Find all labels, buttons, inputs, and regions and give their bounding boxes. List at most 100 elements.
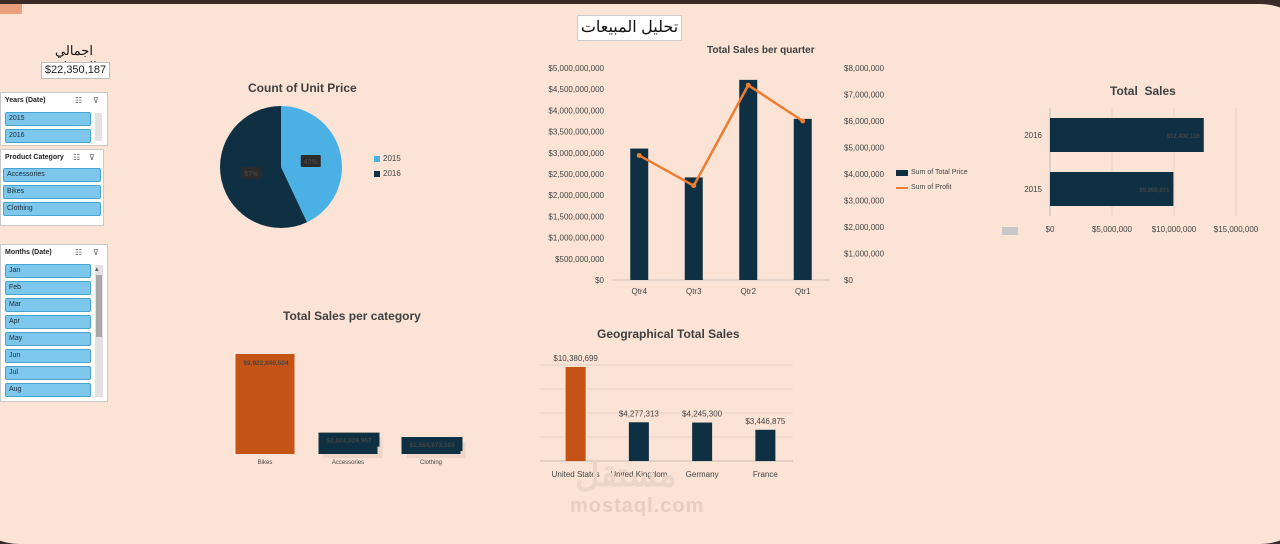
- pie-legend-label: 2015: [383, 154, 401, 163]
- right-axis-tick-label: $2,000,000: [844, 223, 885, 232]
- left-axis-tick-label: $0: [595, 276, 604, 285]
- quarter-x-tick-label: Qtr3: [686, 287, 702, 296]
- slicer-category-item-clothing[interactable]: Clothing: [3, 202, 101, 216]
- clear-filter-icon[interactable]: ⊽: [93, 96, 99, 105]
- right-axis-tick-label: $0: [844, 276, 853, 285]
- total-data-label: $12,400,116: [1167, 134, 1201, 140]
- slicer-months-item-mar[interactable]: Mar: [5, 298, 91, 312]
- left-axis-tick-label: $2,000,000,000: [548, 191, 604, 200]
- geo-x-tick-label: United Kingdom: [610, 470, 667, 479]
- geo-bar: [755, 429, 776, 461]
- geo-bar: [565, 367, 586, 461]
- clear-filter-icon[interactable]: ⊽: [93, 248, 99, 257]
- left-axis-tick-label: $4,000,000,000: [548, 106, 604, 115]
- watermark-latin: mostaql.com: [570, 495, 705, 517]
- slicer-years-title: Years (Date): [5, 97, 46, 104]
- pie-legend-label: 2016: [383, 169, 401, 178]
- slicer-months-item-jan[interactable]: Jan: [5, 264, 91, 278]
- slicer-months-item-may[interactable]: May: [5, 332, 91, 346]
- clear-filter-icon[interactable]: ⊽: [89, 153, 95, 162]
- pie-legend: 2015 2016: [374, 151, 401, 181]
- category-bar-chart: $9,922,840,504 Bikes $2,024,029,967 Accesso…: [235, 354, 466, 466]
- slicer-category-item-accessories[interactable]: Accessories: [3, 168, 101, 182]
- quarter-legend-item: Sum of Total Price: [896, 165, 968, 180]
- pie-legend-item: 2016: [374, 166, 401, 181]
- total-x-tick-label: $5,000,000: [1092, 225, 1133, 234]
- scroll-up-icon[interactable]: ▴: [95, 266, 99, 273]
- geo-x-tick-label: United States: [552, 470, 600, 479]
- pie-slice: [220, 106, 307, 228]
- total-sales-bar-chart: $0 $5,000,000 $10,000,000 $15,000,000 2016 $1…: [1024, 108, 1259, 234]
- slicer-category-item-bikes[interactable]: Bikes: [3, 185, 101, 199]
- profit-point: [800, 118, 806, 124]
- geo-chart-title: Geographical Total Sales: [597, 327, 740, 341]
- quarter-legend-label: Sum of Profit: [911, 184, 952, 191]
- left-axis-tick-label: $1,500,000,000: [548, 212, 604, 221]
- slicer-months-item-feb[interactable]: Feb: [5, 281, 91, 295]
- total-y-tick-label: 2015: [1024, 185, 1042, 194]
- quarter-legend: Sum of Total Price Sum of Profit: [896, 165, 968, 195]
- multi-select-icon[interactable]: ☷: [75, 96, 83, 105]
- legend-swatch: [896, 186, 908, 189]
- slicer-years-scrollbar[interactable]: [95, 113, 102, 141]
- slicer-months[interactable]: Months (Date) ☷ ⊽ Jan Feb Mar Apr May Ju…: [0, 244, 108, 402]
- zoom-buttons[interactable]: [1002, 227, 1018, 235]
- quarter-legend-item: Sum of Profit: [896, 180, 968, 195]
- category-data-label: $9,922,840,504: [243, 360, 289, 367]
- legend-swatch: [896, 169, 908, 176]
- pie-legend-item: 2015: [374, 151, 401, 166]
- quarter-x-tick-label: Qtr1: [795, 287, 811, 296]
- multi-select-icon[interactable]: ☷: [73, 153, 81, 162]
- quarter-x-tick-label: Qtr2: [740, 287, 756, 296]
- geo-data-label: $4,277,313: [619, 409, 660, 418]
- category-data-label-bg: [401, 437, 463, 452]
- profit-point: [745, 82, 751, 88]
- quarter-legend-label: Sum of Total Price: [911, 169, 968, 176]
- geo-bar-chart: $10,380,699 United States $4,277,313 United…: [540, 354, 793, 479]
- quarter-chart-title: Total Sales ber quarter: [707, 45, 815, 56]
- total-y-tick-label: 2016: [1024, 131, 1042, 140]
- category-data-label-bg: [318, 432, 380, 447]
- slicer-months-item-jul[interactable]: Jul: [5, 366, 91, 380]
- slicer-years[interactable]: Years (Date) ☷ ⊽ 2015 2016: [0, 92, 108, 146]
- category-bar: [235, 354, 295, 454]
- right-axis-tick-label: $4,000,000: [844, 170, 885, 179]
- geo-x-tick-label: France: [753, 470, 778, 479]
- left-axis-tick-label: $2,500,000,000: [548, 170, 604, 179]
- slicer-years-item-2016[interactable]: 2016: [5, 129, 91, 143]
- slicer-category[interactable]: Product Category ☷ ⊽ Accessories Bikes C…: [0, 149, 104, 226]
- total-x-tick-label: $15,000,000: [1214, 225, 1259, 234]
- slicer-months-item-apr[interactable]: Apr: [5, 315, 91, 329]
- total-bar: [1050, 118, 1204, 152]
- left-axis-tick-label: $5,000,000,000: [548, 64, 604, 73]
- quarter-x-tick-label: Qtr4: [631, 287, 647, 296]
- category-x-tick-label: Accessories: [332, 460, 364, 466]
- category-x-tick-label: Bikes: [258, 460, 273, 466]
- geo-x-tick-label: Germany: [686, 470, 719, 479]
- sheet-tab-marker: [0, 4, 22, 14]
- geo-data-label: $4,245,300: [682, 410, 723, 419]
- right-axis-tick-label: $7,000,000: [844, 91, 885, 100]
- quarter-bar: [739, 79, 758, 280]
- category-data-label: $2,024,029,967: [326, 438, 372, 445]
- slicer-years-item-2015[interactable]: 2015: [5, 112, 91, 126]
- multi-select-icon[interactable]: ☷: [75, 248, 83, 257]
- right-axis-tick-label: $6,000,000: [844, 117, 885, 126]
- right-axis-tick-label: $3,000,000: [844, 197, 885, 206]
- profit-point: [636, 152, 642, 158]
- profit-line: [638, 83, 804, 188]
- pie-data-label-bg: [241, 166, 262, 179]
- geo-bar: [628, 422, 649, 461]
- slicer-months-item-aug[interactable]: Aug: [5, 383, 91, 397]
- kpi-value: $22,350,187: [41, 62, 110, 79]
- left-axis-tick-label: $3,500,000,000: [548, 128, 604, 137]
- right-axis-tick-label: $5,000,000: [844, 144, 885, 153]
- quarter-bar: [793, 118, 812, 280]
- quarter-combo-chart: $0 $500,000,000 $1,000,000,000 $1,500,000,0…: [548, 64, 885, 296]
- pie-chart-title: Count of Unit Price: [248, 81, 357, 95]
- pie-chart: 43% 57%: [220, 106, 342, 228]
- scroll-thumb[interactable]: [96, 275, 102, 337]
- slicer-months-item-jun[interactable]: Jun: [5, 349, 91, 363]
- total-x-tick-label: $0: [1046, 225, 1055, 234]
- category-x-tick-label: Clothing: [420, 460, 442, 466]
